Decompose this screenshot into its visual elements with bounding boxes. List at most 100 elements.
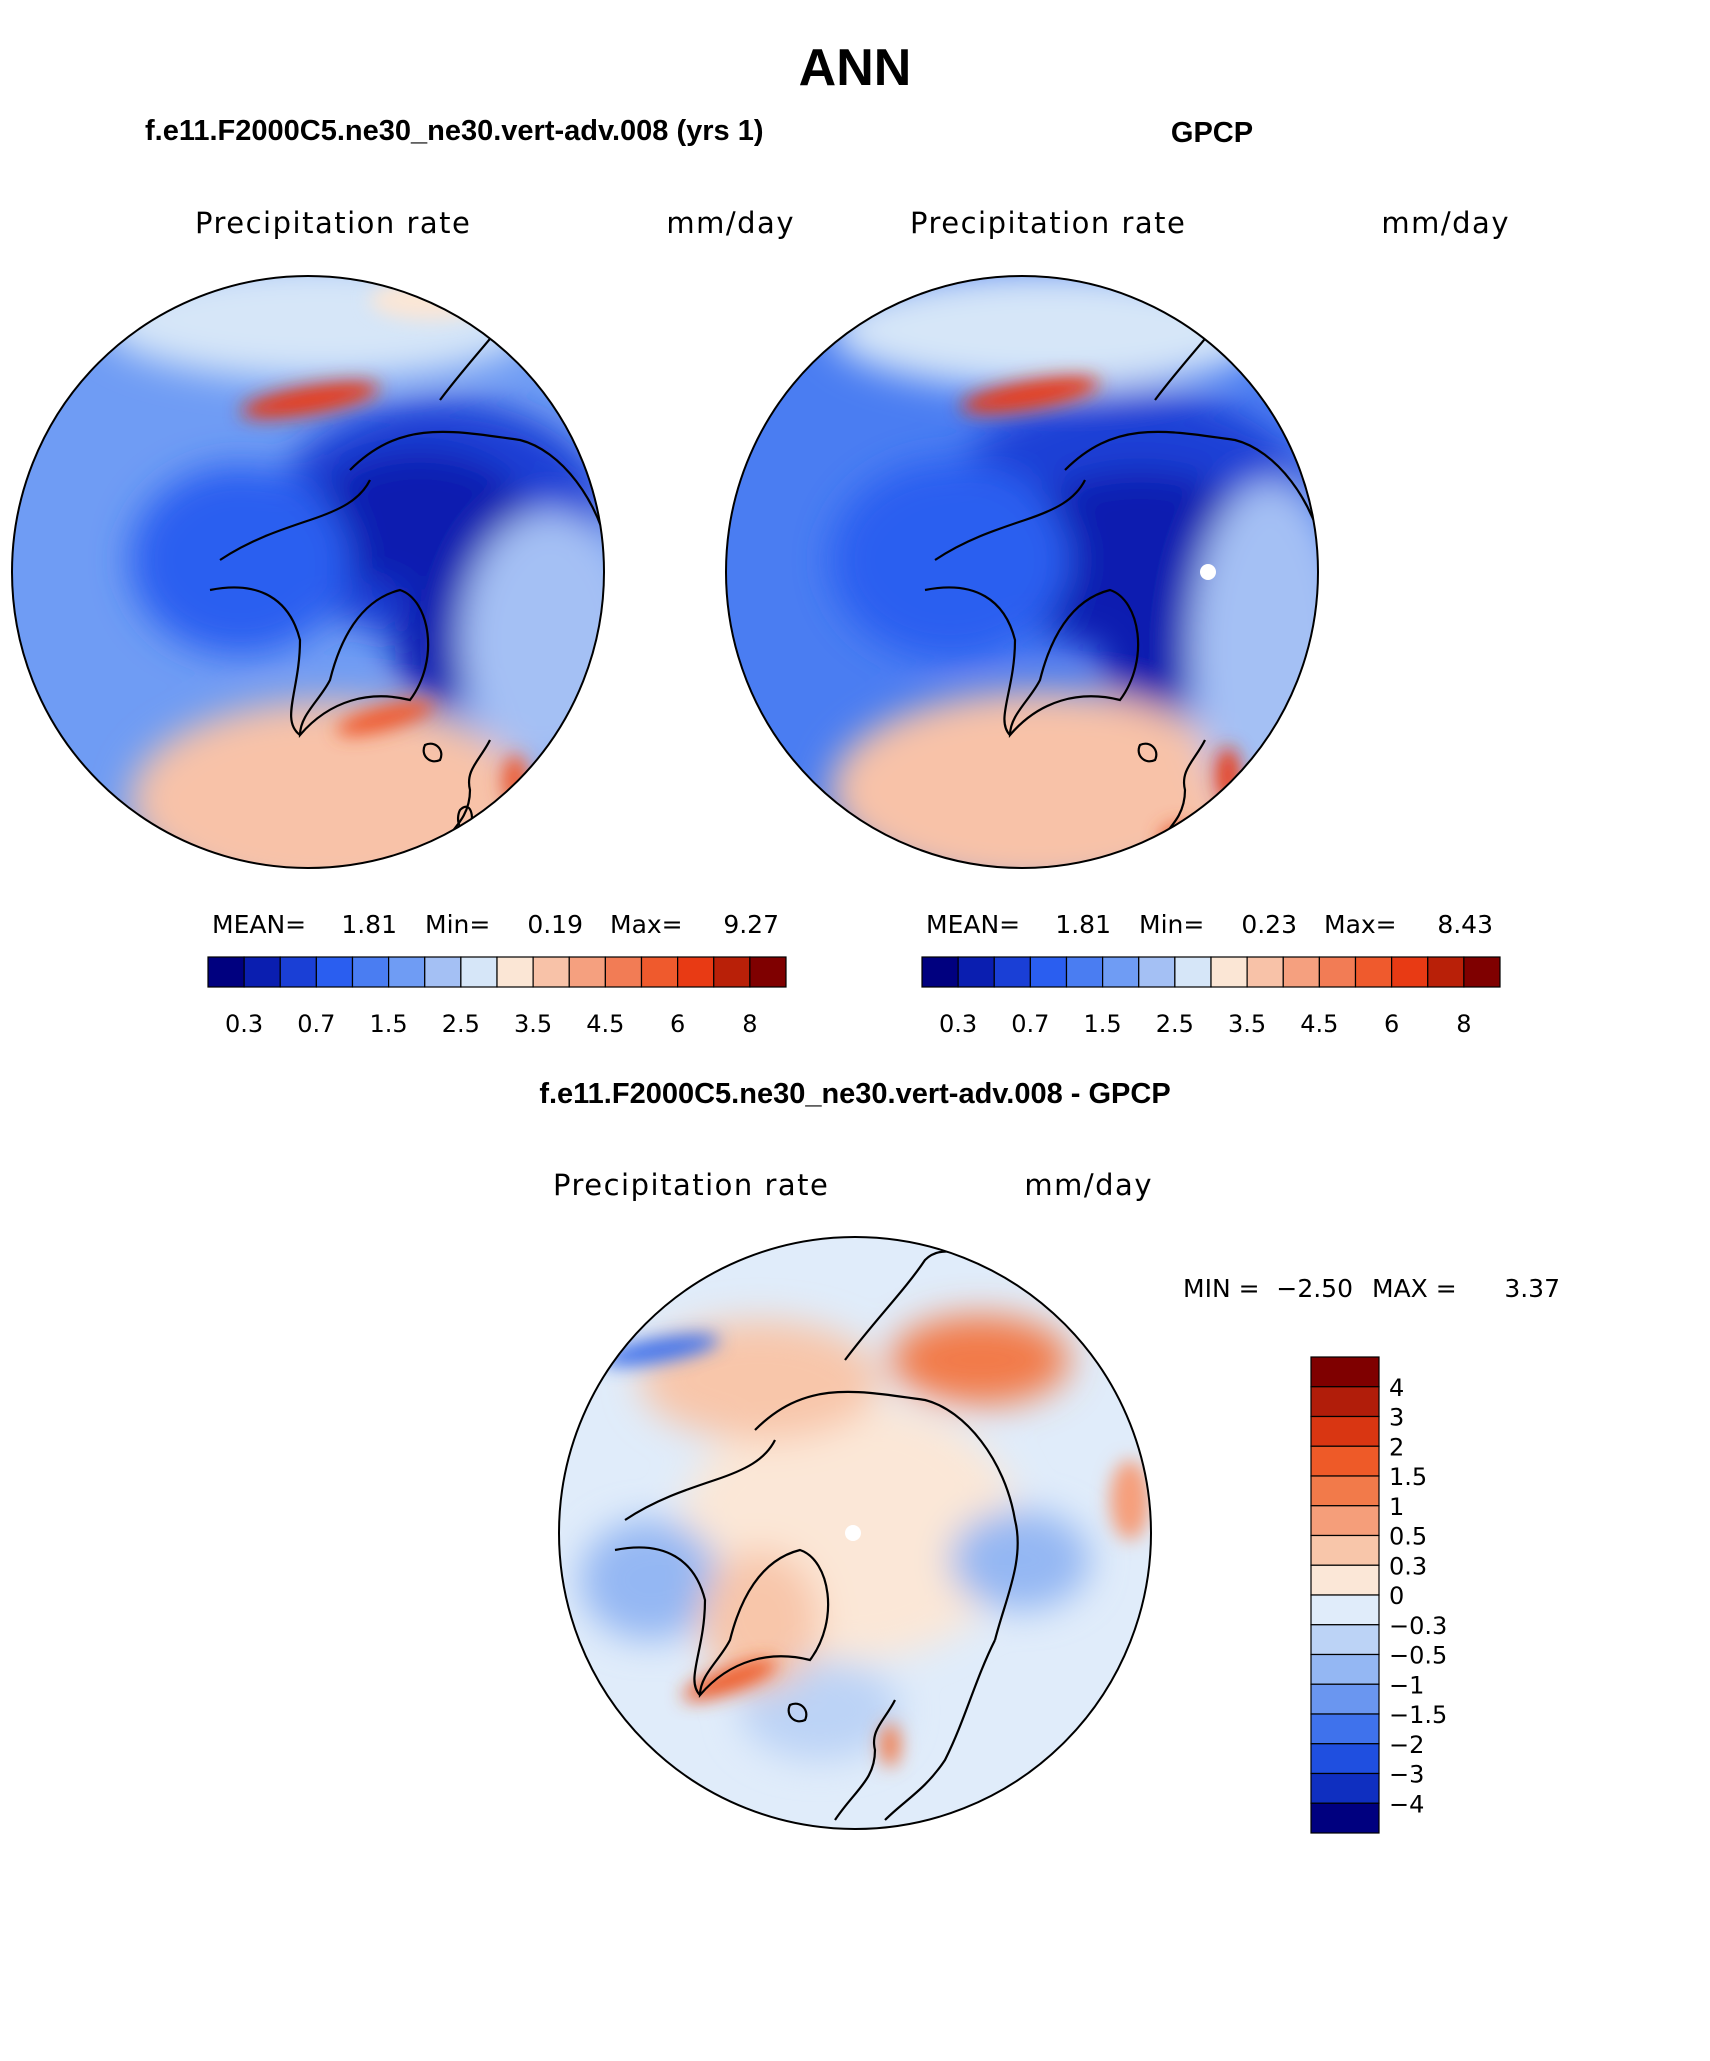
colorbar-tick-label: 3.5 [1228,1010,1266,1038]
panel-obs-mean-label: MEAN= [926,910,1020,939]
panel-model-mean-label: MEAN= [212,910,306,939]
colorbar-tick-label: 1.5 [1084,1010,1122,1038]
region-uk [1160,824,1200,856]
colorbar-tick-label: 0.3 [939,1010,977,1038]
region-north-pacific [100,276,540,380]
colorbar-swatch [640,956,679,988]
colorbar-swatch [243,956,281,988]
colorbar-tick-label: 0.5 [1389,1523,1427,1551]
colorbar-tick-label: 4 [1389,1374,1404,1402]
colorbar-swatch [1029,956,1068,988]
region-north-atlantic [830,690,1250,868]
colorbar-tick-label: 0.3 [225,1010,263,1038]
panel-model-min-value: 0.19 [527,910,583,939]
colorbar-tick-label: 2.5 [442,1010,480,1038]
colorbar-swatch [1310,1505,1380,1537]
panel-obs: GPCP Precipitation rate mm/day [725,117,1509,1038]
colorbar-swatch [1391,956,1429,988]
panel-model-units: mm/day [666,206,795,240]
colorbar-swatch [1310,1772,1380,1804]
colorbar-swatch [1310,1386,1380,1418]
region-north-pacific [830,276,1270,390]
colorbar-swatch [1463,956,1501,988]
panel-obs-map-border [725,275,1319,869]
colorbar-swatch [1318,956,1357,988]
colorbar-swatch [1310,1356,1380,1388]
colorbar-swatch [1246,956,1284,988]
colorbar-swatch [1310,1445,1380,1477]
region-north-america [130,465,350,655]
panel-diff-min-label: MIN = [1183,1274,1260,1303]
colorbar-tick-label: −4 [1389,1790,1424,1818]
panel-diff-max-label: MAX = [1372,1274,1457,1303]
colorbar-swatch [1310,1475,1380,1507]
colorbar-tick-label: 8 [1456,1010,1471,1038]
colorbar-swatch [957,956,995,988]
region-gulf-of-alaska-blue [600,1334,720,1366]
region-east-edge-warm [1110,1460,1150,1540]
colorbar-tick-label: 0.7 [1011,1010,1049,1038]
colorbar-tick-label: −0.5 [1389,1642,1447,1670]
colorbar-tick-label: −1 [1389,1671,1424,1699]
region-eurasia-east [460,510,604,770]
panel-obs-max-value: 8.43 [1437,910,1493,939]
colorbar-tick-label: 2 [1389,1433,1404,1461]
colorbar-swatch [1427,956,1465,988]
colorbar-swatch [1354,956,1393,988]
colorbar-swatch [1310,1534,1380,1566]
colorbar-tick-label: 3.5 [514,1010,552,1038]
panel-obs-map [726,276,1318,868]
colorbar-swatch [604,956,643,988]
colorbar-tick-label: 0.7 [297,1010,335,1038]
colorbar-tick-label: −1.5 [1389,1701,1447,1729]
panel-model-max-label: Max= [610,910,683,939]
region-siberia-east [890,1315,1070,1405]
colorbar-swatch [921,956,959,988]
region-greenland-se [336,700,434,736]
colorbar-swatch [1282,956,1320,988]
panel-obs-min-label: Min= [1139,910,1204,939]
panel-diff-variable: Precipitation rate [553,1168,829,1202]
colorbar-tick-label: 4.5 [586,1010,624,1038]
colorbar-tick-label: 1.5 [370,1010,408,1038]
colorbar-swatch [496,956,534,988]
colorbar-tick-label: 8 [742,1010,757,1038]
colorbar-swatch [207,956,245,988]
panel-obs-colorbar: 0.3 0.7 1.5 2.5 3.5 4.5 6 8 [921,956,1501,1038]
panel-diff-units: mm/day [1024,1168,1153,1202]
colorbar-swatch [1065,956,1104,988]
colorbar-tick-label: 0.3 [1389,1552,1427,1580]
colorbar-tick-label: 3 [1389,1404,1404,1432]
colorbar-swatch [1138,956,1176,988]
pole-missing-data [845,1525,861,1541]
colorbar-swatch [1102,956,1140,988]
panel-obs-title: GPCP [1171,117,1253,149]
panel-diff-min-value: −2.50 [1276,1274,1353,1303]
panel-model-mean-value: 1.81 [341,910,397,939]
colorbar-swatch [993,956,1031,988]
colorbar-swatch [1310,1415,1380,1447]
colorbar-tick-label: −2 [1389,1731,1424,1759]
colorbar-swatch [1174,956,1212,988]
panel-diff-title: f.e11.F2000C5.ne30_ne30.vert-adv.008 - G… [539,1078,1170,1110]
colorbar-swatch [351,956,390,988]
region-eurasia-east [1190,480,1318,820]
colorbar-tick-label: 1 [1389,1493,1404,1521]
colorbar-swatch [713,956,751,988]
colorbar-swatch [279,956,317,988]
colorbar-swatch [1310,1683,1380,1715]
colorbar-swatch [1310,1802,1380,1834]
region-gulf-of-alaska [241,381,379,419]
panel-model-colorbar: 0.3 0.7 1.5 2.5 3.5 4.5 6 8 [207,956,787,1038]
colorbar-swatch [1210,956,1248,988]
colorbar-tick-label: 0 [1389,1582,1404,1610]
colorbar-tick-label: 6 [670,1010,685,1038]
pole-missing-data [1200,564,1216,580]
region-norway [503,755,527,805]
region-arctic-core [310,450,530,590]
panel-model: f.e11.F2000C5.ne30_ne30.vert-adv.008 (yr… [11,115,795,1038]
panel-model-variable: Precipitation rate [195,206,471,240]
colorbar-swatch [677,956,715,988]
